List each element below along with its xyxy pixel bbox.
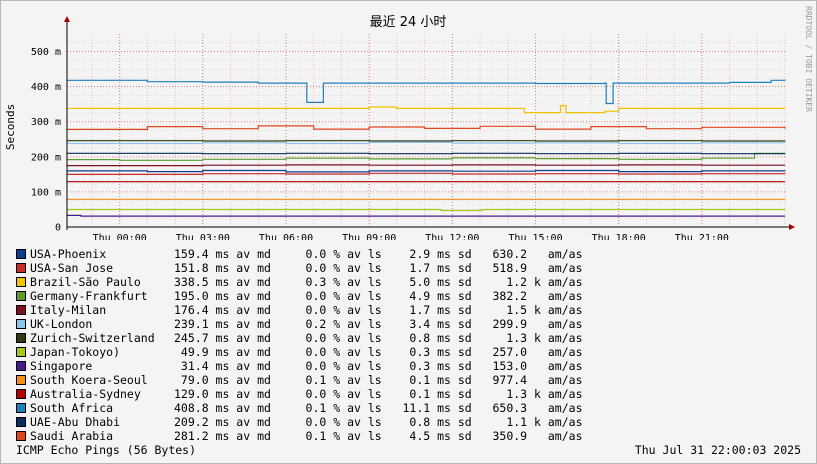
x-tick-label: Thu 18:00: [592, 233, 646, 240]
legend-swatch: [16, 263, 26, 273]
legend-item: Singapore 31.4 ms av md 0.0 % av ls 0.3 …: [16, 359, 616, 373]
legend-series-name: Australia-Sydney: [30, 387, 141, 401]
chart-title: 最近 24 小时: [370, 15, 447, 30]
legend-item: UAE-Abu Dhabi 209.2 ms av md 0.0 % av ls …: [16, 415, 616, 429]
series-line: [67, 141, 786, 145]
legend-series-name: Germany-Frankfurt: [30, 289, 148, 303]
legend-swatch: [16, 319, 26, 329]
legend-swatch: [16, 375, 26, 385]
legend-series-name: Brazil-São Paulo: [30, 275, 141, 289]
y-axis-label: Seconds: [4, 104, 17, 150]
legend-item: UK-London 239.1 ms av md 0.2 % av ls 3.4 …: [16, 317, 616, 331]
legend-swatch: [16, 305, 26, 315]
x-tick-label: Thu 06:00: [259, 233, 313, 240]
x-tick-label: Thu 09:00: [342, 233, 396, 240]
series-line: [67, 79, 786, 105]
series-line: [67, 152, 786, 161]
legend-series-stats: 245.7 ms av md 0.0 % av ls 0.8 ms sd 1.3…: [174, 331, 583, 345]
legend-item: Japan-Tokoyo) 49.9 ms av md 0.0 % av ls …: [16, 345, 616, 359]
series-line: [67, 125, 786, 130]
x-axis-arrow: [789, 224, 795, 230]
series-line: [67, 214, 785, 217]
y-tick-label: 300 m: [31, 117, 61, 128]
legend-item: Saudi Arabia 281.2 ms av md 0.1 % av ls 4…: [16, 429, 616, 443]
rrdtool-watermark: RRDTOOL / TOBI OETIKER: [804, 6, 813, 112]
legend-series-stats: 176.4 ms av md 0.0 % av ls 1.7 ms sd 1.5…: [174, 303, 583, 317]
legend-swatch: [16, 361, 26, 371]
legend-series-stats: 129.0 ms av md 0.0 % av ls 0.1 ms sd 1.3…: [174, 387, 583, 401]
legend-swatch: [16, 249, 26, 259]
legend-series-name: Japan-Tokoyo): [30, 345, 121, 359]
legend-series-name: UK-London: [30, 317, 93, 331]
legend: USA-Phoenix 159.4 ms av md 0.0 % av ls 2.…: [16, 247, 616, 443]
series-line: [67, 105, 785, 114]
legend-series-stats: 151.8 ms av md 0.0 % av ls 1.7 ms sd 518…: [174, 261, 583, 275]
legend-series-stats: 209.2 ms av md 0.0 % av ls 0.8 ms sd 1.1…: [174, 415, 583, 429]
legend-item: Brazil-São Paulo 338.5 ms av md 0.3 % av …: [16, 275, 616, 289]
legend-series-name: USA-Phoenix: [30, 247, 107, 261]
y-tick-label: 100 m: [31, 187, 61, 198]
legend-swatch: [16, 277, 26, 287]
legend-series-stats: 31.4 ms av md 0.0 % av ls 0.3 ms sd 153.…: [174, 359, 583, 373]
series-group: [67, 79, 786, 217]
legend-series-name: Saudi Arabia: [30, 429, 114, 443]
legend-series-name: Singapore: [30, 359, 93, 373]
x-tick-label: Thu 12:00: [425, 233, 479, 240]
legend-series-stats: 159.4 ms av md 0.0 % av ls 2.9 ms sd 630…: [174, 247, 583, 261]
series-line: [67, 164, 785, 167]
y-tick-label: 0: [55, 223, 61, 234]
legend-item: Australia-Sydney 129.0 ms av md 0.0 % av …: [16, 387, 616, 401]
legend-item: USA-San Jose 151.8 ms av md 0.0 % av ls 1…: [16, 261, 616, 275]
legend-series-stats: 281.2 ms av md 0.1 % av ls 4.5 ms sd 350…: [174, 429, 583, 443]
y-tick-label: 500 m: [31, 47, 61, 58]
legend-swatch: [16, 389, 26, 399]
x-tick-label: Thu 21:00: [675, 233, 729, 240]
legend-item: Zurich-Switzerland 245.7 ms av md 0.0 % a…: [16, 331, 616, 345]
x-tick-label: Thu 15:00: [508, 233, 562, 240]
grid: [67, 34, 786, 227]
x-tick-label: Thu 03:00: [176, 233, 230, 240]
legend-item: Germany-Frankfurt 195.0 ms av md 0.0 % av…: [16, 289, 616, 303]
legend-series-stats: 195.0 ms av md 0.0 % av ls 4.9 ms sd 382…: [174, 289, 583, 303]
legend-item: USA-Phoenix 159.4 ms av md 0.0 % av ls 2.…: [16, 247, 616, 261]
legend-item: South Koera-Seoul 79.0 ms av md 0.1 % av…: [16, 373, 616, 387]
legend-swatch: [16, 431, 26, 441]
y-tick-label: 400 m: [31, 82, 61, 93]
series-line: [67, 169, 786, 173]
legend-series-name: Zurich-Switzerland: [30, 331, 155, 345]
axes: 0 100 m 200 m 300 m 400 m 500 m Thu 00:00 Thu 0…: [31, 16, 795, 240]
legend-series-stats: 79.0 ms av md 0.1 % av ls 0.1 ms sd 977.…: [174, 373, 583, 387]
y-tick-label: 200 m: [31, 152, 61, 163]
series-line: [67, 208, 785, 212]
legend-series-stats: 338.5 ms av md 0.3 % av ls 5.0 ms sd 1.2…: [174, 275, 583, 289]
y-axis-arrow: [64, 16, 70, 22]
legend-swatch: [16, 403, 26, 413]
latency-chart: 最近 24 小时 Seconds RRDTOOL / TOBI OETIKER …: [4, 6, 813, 240]
legend-series-name: South Koera-Seoul: [30, 373, 148, 387]
legend-item: Italy-Milan 176.4 ms av md 0.0 % av ls 1.…: [16, 303, 616, 317]
legend-series-name: UAE-Abu Dhabi: [30, 415, 121, 429]
legend-swatch: [16, 417, 26, 427]
footer-timestamp: Thu Jul 31 22:00:03 2025: [634, 443, 801, 457]
legend-series-stats: 49.9 ms av md 0.0 % av ls 0.3 ms sd 257.…: [174, 345, 583, 359]
legend-series-name: South Africa: [30, 401, 114, 415]
legend-series-stats: 239.1 ms av md 0.2 % av ls 3.4 ms sd 299…: [174, 317, 583, 331]
legend-series-stats: 408.8 ms av md 0.1 % av ls 11.1 ms sd 65…: [174, 401, 583, 415]
footer-description: ICMP Echo Pings (56 Bytes): [16, 443, 197, 457]
series-line: [67, 172, 786, 175]
x-tick-label: Thu 00:00: [93, 233, 147, 240]
legend-item: South Africa 408.8 ms av md 0.1 % av ls 1…: [16, 401, 616, 415]
legend-series-name: USA-San Jose: [30, 261, 114, 275]
legend-series-name: Italy-Milan: [30, 303, 107, 317]
legend-swatch: [16, 291, 26, 301]
legend-swatch: [16, 347, 26, 357]
legend-swatch: [16, 333, 26, 343]
